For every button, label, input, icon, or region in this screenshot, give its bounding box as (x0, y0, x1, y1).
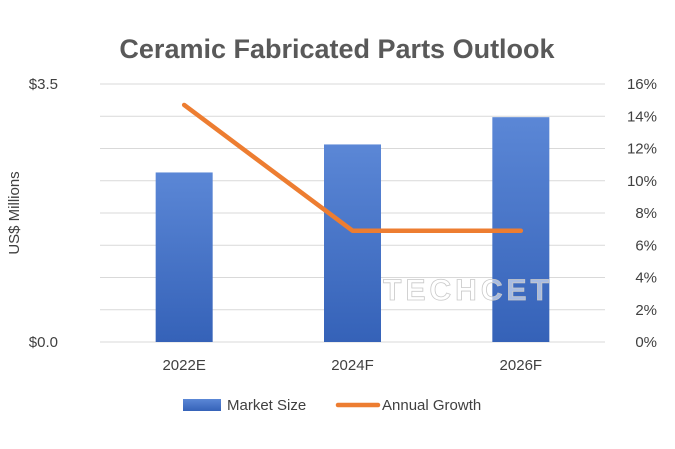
y-axis-label: US$ Millions (6, 171, 23, 254)
bar-2022e (155, 172, 213, 342)
y2-tick-label: 8% (635, 205, 657, 222)
bar-2024f (324, 144, 381, 342)
x-tick-label: 2022E (162, 357, 205, 374)
x-tick-label: 2024F (331, 357, 374, 374)
y2-tick-label: 14% (627, 108, 657, 125)
y-tick-label: $0.0 (29, 334, 58, 351)
y2-tick-label: 0% (635, 334, 657, 351)
y2-tick-label: 2% (635, 302, 657, 319)
legend-label-market-size: Market Size (227, 397, 306, 414)
y-tick-label: $3.5 (29, 76, 58, 93)
legend: Market Size Annual Growth (183, 397, 481, 414)
y2-tick-label: 16% (627, 76, 657, 93)
y2-tick-label: 6% (635, 237, 657, 254)
x-tick-label: 2026F (500, 357, 543, 374)
y2-tick-label: 4% (635, 270, 657, 287)
y2-tick-label: 12% (627, 141, 657, 158)
annual-growth-line (181, 102, 524, 233)
y2-tick-label: 10% (627, 173, 657, 190)
legend-swatch-market-size (183, 399, 221, 411)
legend-label-annual-growth: Annual Growth (382, 397, 481, 414)
techcet-watermark: TECHCET (383, 274, 553, 307)
chart-title: Ceramic Fabricated Parts Outlook (119, 34, 555, 64)
